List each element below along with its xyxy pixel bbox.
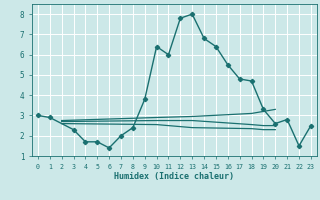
X-axis label: Humidex (Indice chaleur): Humidex (Indice chaleur): [115, 172, 234, 181]
